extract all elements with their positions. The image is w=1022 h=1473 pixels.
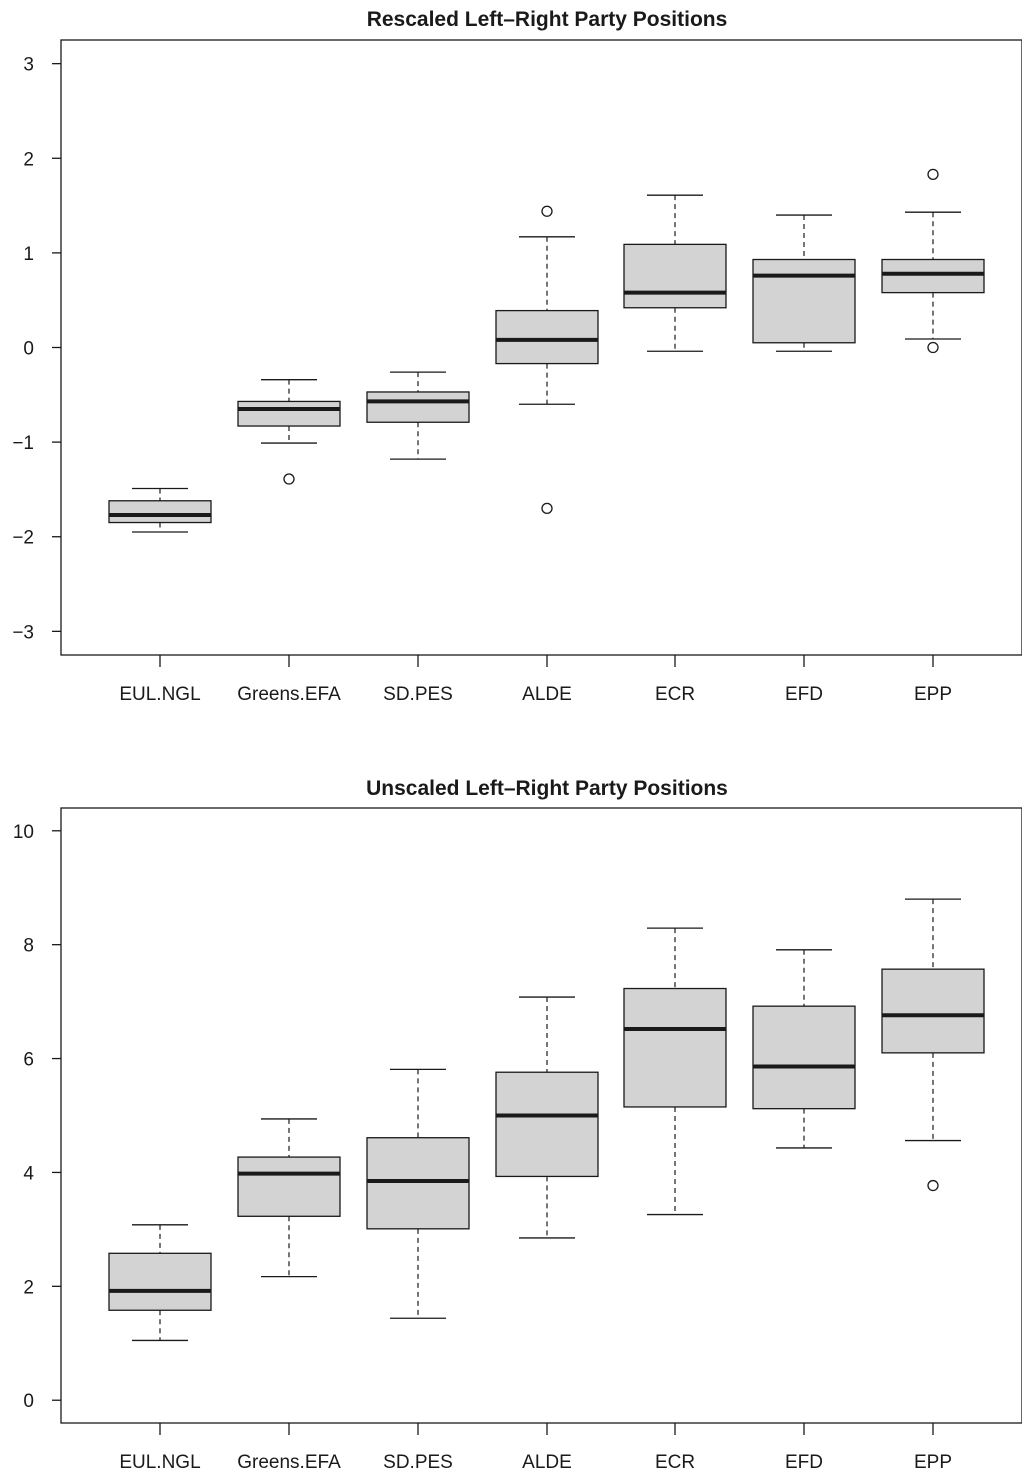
y-tick-label: −3 [12, 622, 34, 643]
outlier-point [541, 502, 553, 514]
x-tick-label: ALDE [522, 684, 572, 705]
box-SD.PES [366, 371, 470, 460]
outlier-point [927, 341, 939, 354]
y-tick-label: 0 [23, 1391, 34, 1412]
x-tick-label: EFD [785, 1452, 823, 1473]
box-SD.PES [366, 1068, 470, 1319]
iqr-box [237, 400, 341, 427]
box-EUL.NGL [108, 487, 212, 533]
iqr-box [495, 309, 599, 365]
y-tick-label: 4 [23, 1163, 34, 1184]
iqr-box [881, 258, 985, 294]
box-Greens.EFA [237, 1118, 341, 1278]
x-tick-label: ECR [655, 684, 695, 705]
x-tick-label: EPP [914, 1452, 952, 1473]
y-tick-label: 10 [13, 822, 34, 843]
y-tick-label: −2 [12, 528, 34, 549]
x-tick-label: EFD [785, 684, 823, 705]
box-ECR [623, 927, 727, 1216]
iqr-box [366, 1137, 470, 1230]
outlier-point [541, 205, 553, 217]
x-tick-label: SD.PES [383, 1452, 453, 1473]
x-tick-label: EPP [914, 684, 952, 705]
iqr-box [108, 500, 212, 524]
y-tick-label: 2 [23, 149, 34, 170]
box-EFD [752, 949, 856, 1149]
iqr-box [623, 987, 727, 1108]
iqr-box [623, 243, 727, 309]
chart-title: Unscaled Left–Right Party Positions [366, 777, 728, 800]
y-tick-label: 3 [23, 55, 34, 76]
x-tick-label: EUL.NGL [119, 1452, 200, 1473]
box-EPP [881, 898, 985, 1192]
x-tick-label: SD.PES [383, 684, 453, 705]
x-tick-label: ALDE [522, 1452, 572, 1473]
outlier-point [927, 168, 939, 181]
iqr-box [881, 968, 985, 1054]
y-tick-label: −1 [12, 433, 34, 454]
chart-title: Rescaled Left–Right Party Positions [367, 8, 728, 31]
iqr-box [495, 1071, 599, 1178]
y-tick-label: 6 [23, 1050, 34, 1071]
outlier-point [927, 1179, 939, 1192]
outlier-point [283, 473, 295, 485]
x-tick-label: EUL.NGL [119, 684, 200, 705]
iqr-box [108, 1252, 212, 1311]
y-tick-label: 2 [23, 1277, 34, 1298]
y-tick-label: 1 [23, 244, 34, 265]
iqr-box [752, 1005, 856, 1110]
x-tick-label: Greens.EFA [237, 684, 341, 705]
box-EUL.NGL [108, 1224, 212, 1342]
x-tick-label: ECR [655, 1452, 695, 1473]
box-ALDE [495, 996, 599, 1239]
iqr-box [752, 258, 856, 344]
iqr-box [237, 1156, 341, 1217]
x-tick-label: Greens.EFA [237, 1452, 341, 1473]
chart-panel-2: Unscaled Left–Right Party Positions 0 2 4 6 8… [13, 777, 1022, 1473]
box-EPP [881, 168, 985, 354]
y-tick-label: 8 [23, 936, 34, 957]
box-Greens.EFA [237, 379, 341, 485]
chart-panel-1: Rescaled Left–Right Party Positions −3 −2 −… [12, 8, 1022, 705]
box-ALDE [495, 205, 599, 514]
plot-frame [60, 807, 1022, 1424]
y-tick-label: 0 [23, 339, 34, 360]
box-EFD [752, 214, 856, 352]
iqr-box [366, 391, 470, 423]
box-ECR [623, 194, 727, 352]
